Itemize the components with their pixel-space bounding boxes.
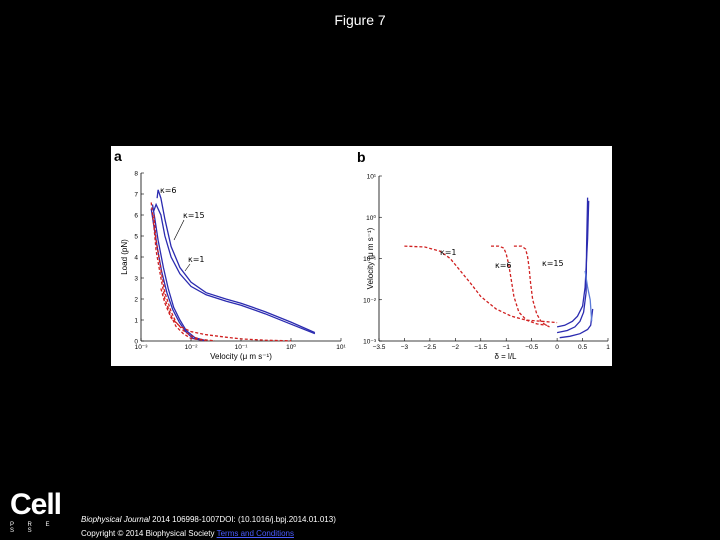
cell-logo-word: Cell xyxy=(10,488,62,521)
x-tick-label: −2 xyxy=(452,344,460,351)
x-tick-label: 10⁻³ xyxy=(135,344,149,351)
x-tick-label: 0 xyxy=(555,344,559,351)
y-tick-label: 10⁻³ xyxy=(363,339,377,346)
chart-a: 10⁻³ 10⁻² 10⁻¹ 10⁰ 10¹ 0 1 2 3 4 5 6 7 8 a Velocity (μ … xyxy=(114,148,347,361)
copyright-text: Copyright © 2014 Biophysical Society xyxy=(81,529,217,538)
y-tick-label: 2 xyxy=(134,297,138,304)
y-tick-label: 3 xyxy=(134,276,138,283)
series-line-1 xyxy=(156,189,316,334)
annotation-leader xyxy=(173,219,185,241)
x-tick-label: −1.5 xyxy=(474,344,487,351)
cell-press-logo: Cell P R E S S xyxy=(10,488,70,535)
x-tick-label: −2.5 xyxy=(423,344,436,351)
y-tick-label: 7 xyxy=(134,192,138,199)
series-line-5 xyxy=(556,197,589,334)
x-tick-label: 10⁻¹ xyxy=(235,344,249,351)
series-line-2 xyxy=(491,245,547,326)
y-tick-label: 8 xyxy=(134,171,138,178)
x-tick-label: 10⁻² xyxy=(185,344,199,351)
x-tick-label: 10¹ xyxy=(336,344,346,351)
series-line-1 xyxy=(404,245,558,324)
panel-label: b xyxy=(357,149,366,165)
citation: Biophysical Journal 2014 106998-1007DOI:… xyxy=(81,515,336,524)
x-tick-label: 10⁰ xyxy=(286,343,296,351)
annotation-label: κ=15 xyxy=(183,211,205,220)
x-tick-label: 1 xyxy=(606,344,610,351)
chart-b: −3.5 −3 −2.5 −2 −1.5 −1 −0.5 0 0.5 1 10⁻³ 10⁻² 10⁻¹ 1… xyxy=(357,149,610,361)
series-line-3 xyxy=(513,245,550,328)
series-line-6 xyxy=(153,214,215,342)
y-tick-label: 10¹ xyxy=(367,174,377,181)
annotation-label: κ=6 xyxy=(495,261,512,270)
y-axis-label: Load (pN) xyxy=(120,239,129,275)
copyright: Copyright © 2014 Biophysical Society Ter… xyxy=(81,529,294,538)
y-tick-label: 0 xyxy=(134,339,138,346)
x-tick-label: −1 xyxy=(503,344,511,351)
citation-journal: Biophysical Journal xyxy=(81,515,150,524)
annotation-leader xyxy=(184,263,191,272)
series-line-7 xyxy=(584,270,593,322)
y-tick-label: 10⁰ xyxy=(366,214,376,222)
figure-panel: 10⁻³ 10⁻² 10⁻¹ 10⁰ 10¹ 0 1 2 3 4 5 6 7 8 a Velocity (μ … xyxy=(111,146,612,366)
y-tick-label: 5 xyxy=(134,234,138,241)
citation-details: 2014 106998-1007DOI: (10.1016/j.bpj.2014… xyxy=(149,515,336,524)
figure-title: Figure 7 xyxy=(334,12,386,28)
y-axis-label: Velocity (μ m s⁻¹) xyxy=(366,227,375,289)
x-tick-label: −3 xyxy=(401,344,409,351)
x-tick-label: −3.5 xyxy=(373,344,386,351)
x-tick-label: −0.5 xyxy=(525,344,538,351)
y-tick-label: 1 xyxy=(134,318,138,325)
annotation-label: κ=1 xyxy=(188,255,205,264)
series-line-6 xyxy=(559,308,594,339)
y-tick-label: 10⁻² xyxy=(363,297,377,304)
annotation-label: κ=15 xyxy=(542,259,564,268)
annotation-label: κ=6 xyxy=(160,186,177,195)
x-axis-label: δ = l/L xyxy=(494,352,517,361)
series-line-5 xyxy=(150,202,207,342)
y-tick-label: 4 xyxy=(134,255,138,262)
series-line-4 xyxy=(150,208,204,342)
cell-logo-press: P R E S S xyxy=(10,522,56,534)
panel-label: a xyxy=(114,148,122,164)
x-tick-label: 0.5 xyxy=(578,344,587,351)
x-axis-label: Velocity (μ m s⁻¹) xyxy=(210,352,272,361)
y-tick-label: 10⁻¹ xyxy=(363,256,377,263)
annotation-label: κ=1 xyxy=(440,248,457,257)
y-tick-label: 6 xyxy=(134,213,138,220)
charts-svg: 10⁻³ 10⁻² 10⁻¹ 10⁰ 10¹ 0 1 2 3 4 5 6 7 8 a Velocity (μ … xyxy=(114,148,610,361)
terms-and-conditions-link[interactable]: Terms and Conditions xyxy=(216,529,294,538)
series-line-2 xyxy=(153,202,316,335)
series-line-3 xyxy=(151,204,207,342)
